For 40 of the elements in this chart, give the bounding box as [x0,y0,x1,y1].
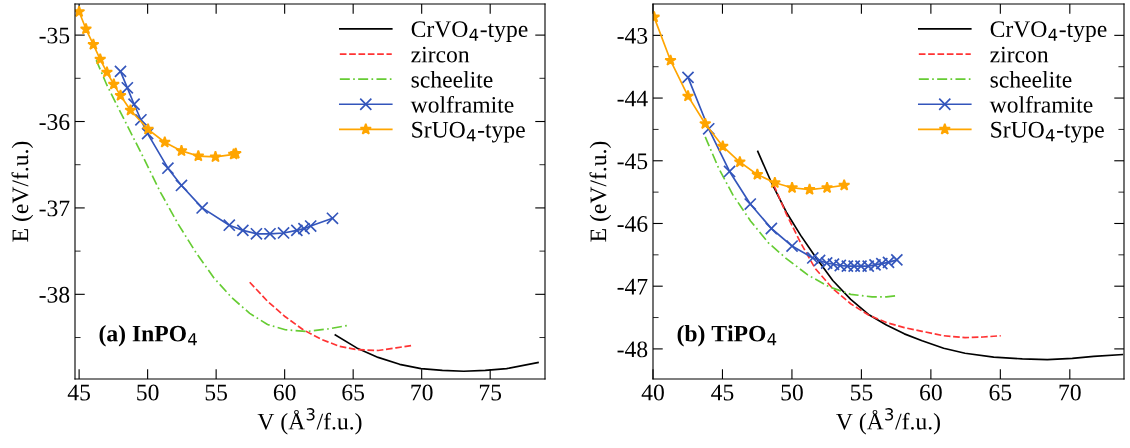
legend-label: CrVO$_{4}$-type [990,21,1107,42]
legend-label: zircon [411,46,470,63]
y-tick-label: -46 [617,216,648,232]
x-tick-label: 45 [67,384,90,401]
x-axis-title: V (Å$^{3}$/f.u.) [836,408,940,435]
y-tick-label: -47 [617,278,648,295]
y-tick-label: -35 [39,27,70,44]
legend-label: CrVO$_{4}$-type [411,21,528,42]
x-tick-label: 50 [137,384,159,401]
y-tick-label: -37 [39,200,70,217]
x-tick-label: 60 [273,384,296,401]
legend-label: zircon [990,46,1049,63]
y-tick-label: -36 [39,114,70,130]
y-tick-label: -48 [617,341,648,358]
x-tick-label: 55 [205,384,228,401]
x-tick-label: 45 [711,384,734,401]
y-tick-label: -44 [617,90,648,107]
x-tick-label: 50 [781,384,803,401]
y-tick-label: -43 [617,27,648,44]
y-tick-label: -45 [617,153,648,170]
y-axis-title: E (eV/f.u.) [589,141,612,242]
x-tick-label: 60 [920,384,942,401]
x-tick-label: 65 [989,384,1012,401]
x-tick-label: 55 [850,384,873,401]
legend-label: wolframite [410,95,514,113]
legend-label: wolframite [989,95,1093,113]
annotation: (b) TiPO$_{4}$ [677,324,777,347]
legend-label: scheelite [990,71,1072,88]
x-tick-label: 75 [479,384,502,401]
x-axis-title: V (Å$^{3}$/f.u.) [257,408,362,435]
y-axis-title: E (eV/f.u.) [11,141,34,242]
x-tick-label: 70 [1059,384,1081,401]
x-tick-label: 65 [342,384,365,401]
y-tick-label: -38 [39,286,70,303]
annotation: (a) InPO$_{4}$ [99,324,197,347]
legend-label: SrUO$_{4}$-type [991,121,1104,143]
legend-label: scheelite [411,71,493,88]
legend-label: SrUO$_{4}$-type [412,121,525,143]
x-tick-label: 40 [641,384,664,401]
x-tick-label: 70 [411,384,433,401]
